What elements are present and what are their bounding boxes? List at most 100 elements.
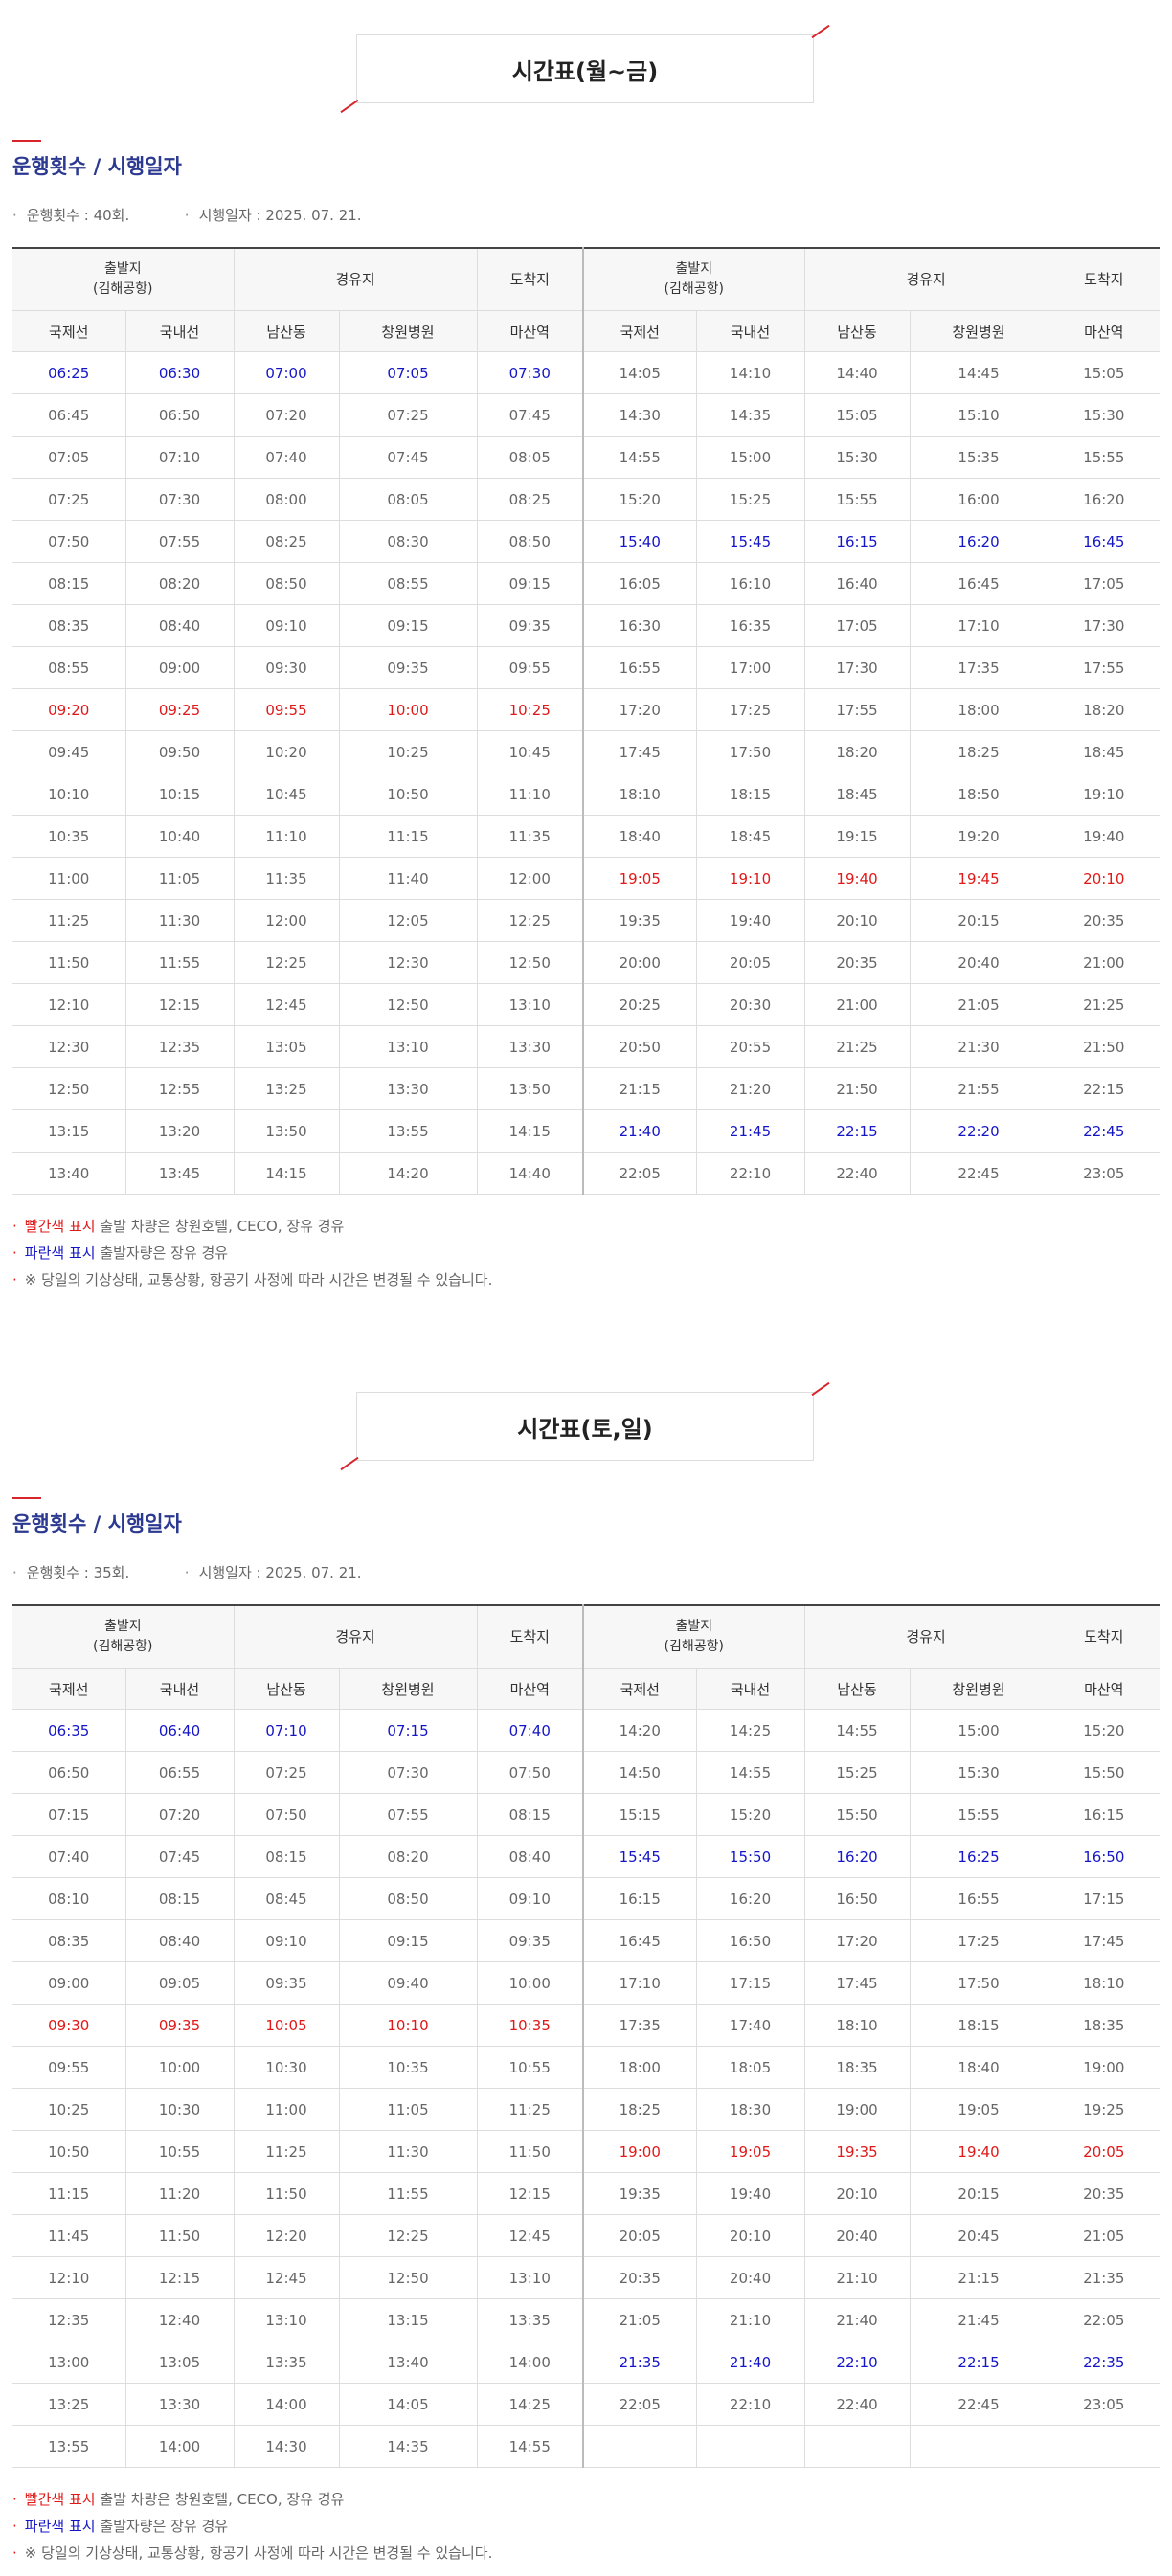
time-cell: 07:45 [125,1835,235,1878]
weekday-subtitle: 운행횟수 / 시행일자 [12,155,182,178]
time-cell: 19:10 [696,857,805,900]
time-cell: 07:05 [12,436,126,479]
time-cell: 12:15 [125,2256,235,2299]
time-cell [1048,2425,1161,2468]
time-cell: 18:00 [583,2046,697,2089]
time-cell: 21:45 [696,1109,805,1153]
time-cell: 14:35 [339,2425,478,2468]
time-cell: 10:55 [477,2046,585,2089]
time-cell: 08:15 [12,562,126,605]
time-cell: 17:45 [804,1961,911,2005]
time-cell: 13:40 [339,2341,478,2384]
header-group: 경유지 [234,248,478,311]
time-cell: 06:30 [125,351,235,394]
time-cell: 19:35 [583,899,697,942]
time-cell: 14:05 [583,351,697,394]
time-cell: 14:00 [125,2425,235,2468]
time-cell: 16:00 [910,478,1048,521]
time-cell: 13:20 [125,1109,235,1153]
time-cell: 16:10 [696,562,805,605]
time-cell: 10:20 [234,730,340,773]
time-cell: 12:10 [12,2256,126,2299]
time-cell: 15:00 [910,1709,1048,1752]
time-cell: 10:00 [477,1961,585,2005]
time-cell: 20:10 [1048,857,1161,900]
time-cell: 15:50 [1048,1751,1161,1794]
table-row: 06:45 06:50 07:20 07:25 07:45 14:30 14:35 15:05… [12,393,1161,437]
title-accent-slash [811,24,830,39]
time-cell: 09:10 [477,1877,585,1920]
time-cell: 13:35 [477,2298,585,2341]
time-cell: 14:40 [477,1152,585,1195]
time-cell: 15:15 [583,1793,697,1836]
time-cell: 18:35 [804,2046,911,2089]
bullet-dot: · [184,1564,190,1581]
time-cell: 22:10 [804,2341,911,2384]
time-cell: 08:15 [234,1835,340,1878]
time-cell: 07:00 [234,351,340,394]
time-cell: 14:50 [583,1751,697,1794]
time-cell: 15:35 [910,436,1048,479]
weekend-subtitle: 운행횟수 / 시행일자 [12,1512,182,1535]
time-cell: 13:10 [234,2298,340,2341]
time-cell: 12:00 [234,899,340,942]
time-cell: 17:10 [583,1961,697,2005]
time-cell: 12:25 [339,2214,478,2257]
time-cell: 21:40 [696,2341,805,2384]
time-cell: 13:00 [12,2341,126,2384]
table-row: 13:25 13:30 14:00 14:05 14:25 22:05 22:10 22:40… [12,2383,1161,2426]
time-cell: 17:15 [1048,1877,1161,1920]
column-header: 남산동 [804,310,911,352]
time-cell: 13:55 [12,2425,126,2468]
time-cell: 18:35 [1048,2004,1161,2047]
time-cell: 20:55 [696,1025,805,1068]
time-cell: 21:05 [583,2298,697,2341]
time-cell: 18:45 [696,815,805,858]
time-cell: 22:20 [910,1109,1048,1153]
time-cell: 10:40 [125,815,235,858]
time-cell: 10:05 [234,2004,340,2047]
time-cell: 19:05 [910,2088,1048,2131]
time-cell: 19:35 [804,2130,911,2173]
table-row: 12:50 12:55 13:25 13:30 13:50 21:15 21:20 21:50… [12,1067,1161,1110]
time-cell: 10:55 [125,2130,235,2173]
note-blue: · 파란색 표시 출발자량은 장유 경유 [12,1244,229,1262]
time-cell: 08:20 [125,562,235,605]
table-row: 09:20 09:25 09:55 10:00 10:25 17:20 17:25 17:55… [12,688,1161,731]
table-row: 12:35 12:40 13:10 13:15 13:35 21:05 21:10 21:40… [12,2298,1161,2341]
time-cell: 15:30 [910,1751,1048,1794]
table-row: 13:55 14:00 14:30 14:35 14:55 [12,2425,1161,2468]
time-cell: 07:10 [125,436,235,479]
time-cell: 07:25 [12,478,126,521]
time-cell: 07:25 [339,393,478,437]
time-cell: 22:35 [1048,2341,1161,2384]
time-cell: 16:15 [1048,1793,1161,1836]
time-cell: 14:20 [339,1152,478,1195]
table-row: 07:50 07:55 08:25 08:30 08:50 15:40 15:45 16:15… [12,520,1161,563]
time-cell: 13:30 [125,2383,235,2426]
time-cell: 16:45 [910,562,1048,605]
note-blue-label: 파란색 표시 [24,2518,96,2535]
time-cell: 12:50 [339,2256,478,2299]
column-header: 마산역 [477,1668,585,1710]
time-cell: 20:10 [804,899,911,942]
time-cell: 21:30 [910,1025,1048,1068]
time-cell: 09:55 [12,2046,126,2089]
time-cell: 18:15 [910,2004,1048,2047]
note-warning: · ※ 당일의 기상상태, 교통상황, 항공기 사정에 따라 시간은 변경될 수 … [12,2544,493,2562]
time-cell: 18:10 [804,2004,911,2047]
time-cell: 21:15 [583,1067,697,1110]
time-cell: 07:30 [477,351,585,394]
table-row: 07:15 07:20 07:50 07:55 08:15 15:15 15:20 15:50… [12,1793,1161,1836]
time-cell: 11:50 [477,2130,585,2173]
time-cell: 09:00 [125,646,235,689]
time-cell: 11:15 [339,815,478,858]
time-cell: 22:05 [1048,2298,1161,2341]
time-cell: 21:40 [583,1109,697,1153]
time-cell: 07:45 [477,393,585,437]
time-cell: 11:20 [125,2172,235,2215]
table-row: 09:30 09:35 10:05 10:10 10:35 17:35 17:40 18:10… [12,2004,1161,2047]
time-cell: 09:45 [12,730,126,773]
time-cell: 08:50 [234,562,340,605]
time-cell: 13:10 [339,1025,478,1068]
